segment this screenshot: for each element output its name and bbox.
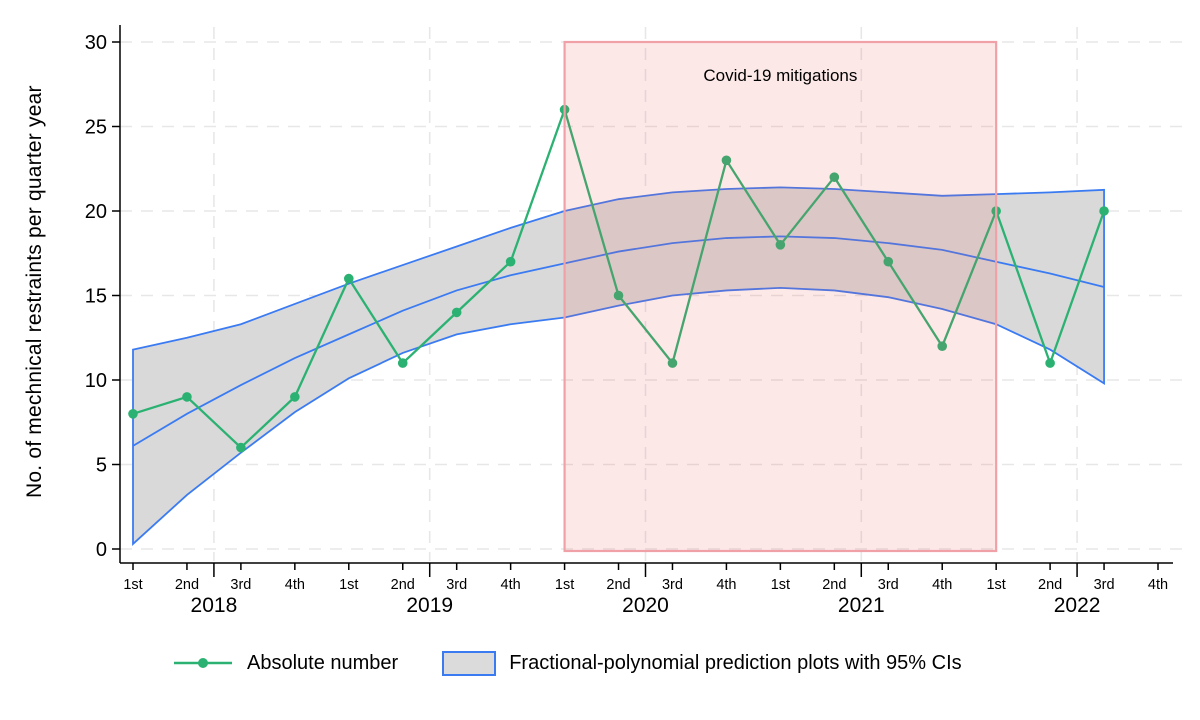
x-quarter-label: 3rd — [1094, 577, 1115, 593]
covid-region-label: Covid-19 mitigations — [703, 66, 857, 85]
covid-region — [563, 40, 998, 553]
data-point — [613, 290, 624, 301]
x-year-label: 2022 — [1054, 594, 1101, 617]
data-point — [236, 442, 246, 453]
data-point — [1045, 358, 1055, 368]
legend-band-swatch-icon — [442, 650, 497, 676]
y-tick-label: 0 — [96, 539, 107, 561]
y-tick-label: 5 — [96, 455, 107, 477]
data-point — [829, 172, 840, 182]
prediction-center-line — [132, 235, 1105, 447]
data-point — [451, 307, 462, 318]
x-quarter-label: 2nd — [175, 577, 199, 593]
data-point — [290, 392, 300, 402]
legend: Absolute number Fractional-polynomial pr… — [172, 646, 962, 680]
y-tick-label: 15 — [85, 286, 107, 308]
y-tick-label: 10 — [85, 370, 107, 392]
x-quarter-label: 1st — [123, 577, 142, 593]
x-quarter-label: 1st — [339, 577, 358, 593]
x-quarter-label: 3rd — [662, 577, 683, 593]
legend-label-absolute-number: Absolute number — [247, 651, 399, 674]
y-axis-title: No. of mechnical restraints per quarter … — [23, 85, 46, 498]
data-point — [667, 358, 678, 368]
data-point — [883, 256, 894, 267]
data-point — [937, 341, 948, 352]
x-quarter-label: 3rd — [878, 577, 899, 593]
x-year-label: 2019 — [406, 594, 453, 617]
legend-line-marker-icon — [174, 658, 232, 668]
y-tick-label: 25 — [85, 117, 107, 139]
legend-item-prediction-band: Fractional-polynomial prediction plots w… — [442, 650, 962, 676]
x-quarter-label: 4th — [501, 577, 521, 593]
x-quarter-label: 4th — [1148, 577, 1168, 593]
x-quarter-label: 2nd — [391, 577, 415, 593]
x-quarter-label: 3rd — [446, 577, 467, 593]
x-quarter-label: 1st — [986, 577, 1005, 593]
y-tick-label: 20 — [85, 201, 107, 223]
legend-item-absolute-number: Absolute number — [172, 650, 398, 676]
x-year-label: 2020 — [622, 594, 669, 617]
legend-label-prediction-band: Fractional-polynomial prediction plots w… — [509, 651, 962, 674]
x-year-label: 2018 — [191, 594, 238, 617]
data-point — [182, 392, 192, 402]
data-point — [1099, 206, 1109, 216]
x-quarter-label: 4th — [716, 577, 736, 593]
data-point — [721, 155, 732, 166]
x-quarter-label: 1st — [771, 577, 790, 593]
x-quarter-label: 4th — [285, 577, 305, 593]
x-quarter-label: 4th — [932, 577, 952, 593]
x-year-label: 2021 — [838, 594, 885, 617]
x-quarter-label: 2nd — [822, 577, 846, 593]
data-point — [343, 273, 354, 284]
x-quarter-label: 2nd — [1038, 577, 1062, 593]
data-point — [775, 240, 786, 250]
data-point — [397, 358, 408, 368]
x-quarter-label: 3rd — [230, 577, 251, 593]
y-tick-label: 30 — [85, 32, 107, 54]
data-point — [128, 409, 138, 419]
x-quarter-label: 1st — [555, 577, 574, 593]
x-quarter-label: 2nd — [606, 577, 630, 593]
data-point — [505, 256, 516, 267]
